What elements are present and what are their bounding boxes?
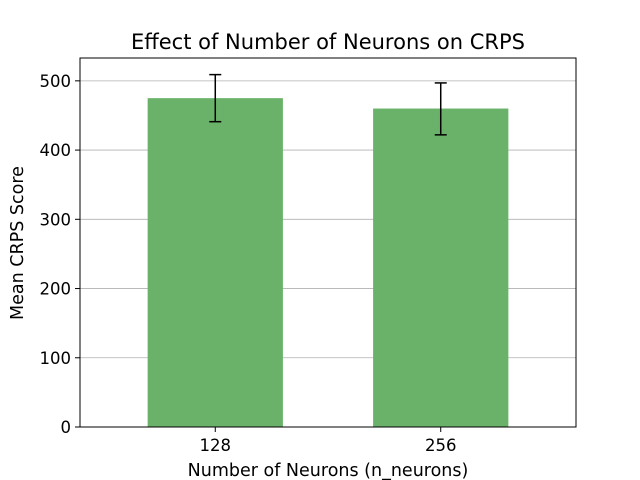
bars bbox=[147, 98, 509, 428]
x-tick-label-128: 128 bbox=[200, 436, 232, 455]
tick-labels: 0 100 200 300 400 500 128 256 bbox=[40, 72, 457, 455]
y-tick-label-400: 400 bbox=[40, 141, 72, 160]
y-tick-label-100: 100 bbox=[40, 349, 72, 368]
chart-title: Effect of Number of Neurons on CRPS bbox=[131, 30, 525, 54]
y-tick-label-300: 300 bbox=[40, 210, 72, 229]
axes bbox=[75, 57, 577, 432]
error-bars bbox=[209, 73, 447, 136]
y-tick-label-200: 200 bbox=[40, 280, 72, 299]
plot-frame bbox=[79, 57, 577, 428]
error-bar-128 bbox=[209, 73, 222, 123]
x-axis-label: Number of Neurons (n_neurons) bbox=[188, 461, 469, 480]
bar-256 bbox=[373, 108, 509, 428]
y-tick-label-0: 0 bbox=[61, 418, 72, 437]
y-tick-label-500: 500 bbox=[40, 72, 72, 91]
y-axis-label: Mean CRPS Score bbox=[8, 166, 28, 320]
error-bar-256 bbox=[434, 82, 447, 136]
x-tick-label-256: 256 bbox=[425, 436, 457, 455]
bar-128 bbox=[147, 98, 283, 428]
